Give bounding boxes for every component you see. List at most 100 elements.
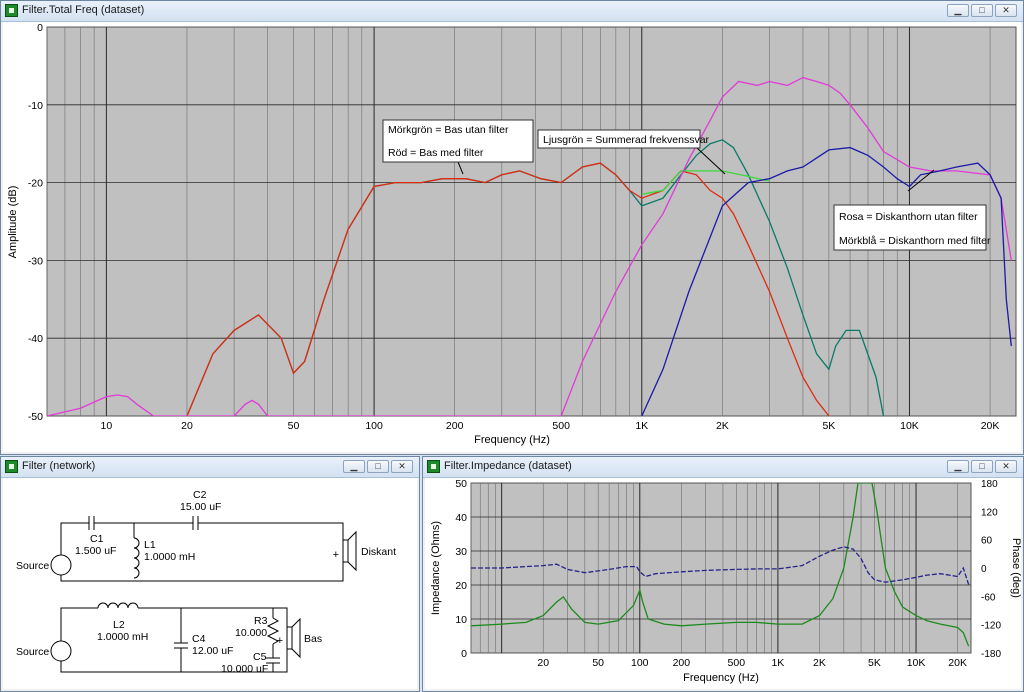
y-tick-label: -10: [28, 100, 43, 112]
window-title: Filter.Total Freq (dataset): [22, 4, 145, 16]
minimize-icon: ▁: [954, 461, 962, 471]
series-line-2: [641, 170, 770, 195]
x-tick-label: 2K: [716, 420, 729, 432]
maximize-button[interactable]: □: [367, 460, 389, 473]
x-tick-labels: 20 50 100 200 500 1K 2K 5K 10K 20K: [537, 657, 967, 669]
r3-name: R3: [254, 615, 268, 627]
maximize-icon: □: [979, 5, 985, 15]
l2-value: 1.0000 mH: [97, 631, 148, 643]
dataset-window-icon: [427, 460, 440, 473]
x-tick-label: 500: [728, 657, 746, 669]
y2-tick-label: -120: [981, 621, 1001, 632]
minimize-button[interactable]: ▁: [343, 460, 365, 473]
y-tick-label: -50: [28, 411, 43, 423]
source-top-label: Source: [16, 560, 49, 572]
y2-axis-label: Phase (deg): [1010, 538, 1021, 598]
maximize-button[interactable]: □: [971, 460, 993, 473]
y2-tick-label: 0: [981, 564, 987, 575]
l2-name: L2: [113, 619, 125, 631]
x-tick-label: 5K: [822, 420, 835, 432]
y-tick-labels: 50 40 30 20 10 0: [455, 478, 467, 660]
y-tick-labels: 0 -10 -20 -30 -40 -50: [28, 22, 43, 423]
x-tick-label: 200: [446, 420, 464, 432]
c2-value: 15.00 uF: [180, 501, 221, 513]
y2-tick-labels: 180 120 60 0 -60 -120 -180: [981, 479, 1001, 660]
title-bar[interactable]: Filter (network) ▁ □ ✕: [1, 457, 419, 478]
annotation-horn: Rosa = Diskanthorn utan filter Mörkblå =…: [833, 169, 991, 251]
y-tick-label: 0: [37, 22, 43, 34]
x-tick-labels: 10 20 50 100 200 500 1K 2K 5K 10K 20K: [101, 420, 1000, 432]
minimize-button[interactable]: ▁: [947, 4, 969, 17]
y2-tick-label: 180: [981, 479, 998, 490]
window-title: Filter (network): [22, 460, 96, 472]
x-tick-label: 20: [181, 420, 193, 432]
c5-value: 10.000 uF: [221, 663, 268, 675]
x-tick-label: 500: [552, 420, 570, 432]
l1-name: L1: [144, 539, 156, 551]
x-tick-label: 5K: [868, 657, 881, 669]
close-icon: ✕: [1002, 461, 1010, 471]
minimize-icon: ▁: [350, 461, 358, 471]
x-tick-label: 50: [288, 420, 300, 432]
x-tick-label: 100: [631, 657, 649, 669]
y2-tick-label: -60: [981, 592, 996, 603]
woofer-label: Bas: [304, 633, 322, 645]
y2-tick-label: -180: [981, 649, 1001, 660]
annotation-bass-filter: Röd = Bas med filter: [388, 147, 484, 159]
x-tick-label: 10K: [900, 420, 919, 432]
network-window: Filter (network) ▁ □ ✕: [0, 456, 420, 692]
x-axis-label: Frequency (Hz): [474, 434, 550, 446]
annotation-summed: Ljusgrön = Summerad frekvenssvar: [537, 129, 726, 175]
total-freq-chart[interactable]: 0-10-20-30-40-50 10 20 50 100 200 500 1K 2K 5K 10…: [3, 22, 1021, 452]
y-tick-label: 40: [455, 512, 467, 524]
close-button[interactable]: ✕: [995, 460, 1017, 473]
r3-value: 10.000: [235, 627, 267, 639]
series-line-4: [641, 146, 1012, 416]
window-title: Filter.Impedance (dataset): [444, 460, 572, 472]
title-bar[interactable]: Filter.Impedance (dataset) ▁ □ ✕: [423, 457, 1023, 478]
network-schematic[interactable]: C2 15.00 uF C1 1.500 uF L1 1.0000 mH Sou…: [3, 478, 417, 689]
title-bar[interactable]: Filter.Total Freq (dataset) ▁ □ ✕: [1, 1, 1023, 22]
tweeter-label: Diskant: [361, 546, 396, 558]
c4-value: 12.00 uF: [192, 645, 233, 657]
impedance-window: Filter.Impedance (dataset) ▁ □ ✕ 50 40 30 2…: [422, 456, 1024, 692]
y-tick-label: 10: [455, 614, 467, 626]
close-button[interactable]: ✕: [391, 460, 413, 473]
y-tick-label: -30: [28, 255, 43, 267]
annotation-bass: Mörkgrön = Bas utan filter Röd = Bas med…: [382, 119, 534, 175]
total-freq-window: Filter.Total Freq (dataset) ▁ □ ✕ 0 -10 -2…: [0, 0, 1024, 455]
maximize-button[interactable]: □: [971, 4, 993, 17]
annotation-summed-text: Ljusgrön = Summerad frekvenssvar: [543, 134, 710, 146]
series-lines: [47, 76, 1012, 416]
plot-area[interactable]: [470, 482, 972, 654]
plus-bottom: +: [277, 635, 283, 647]
x-tick-label: 10K: [907, 657, 926, 669]
x-tick-label: 50: [592, 657, 604, 669]
y-tick-label: 30: [455, 546, 467, 558]
network-window-icon: [5, 460, 18, 473]
series-line-1: [186, 162, 830, 416]
minimize-icon: ▁: [954, 5, 962, 15]
y-tick-label: -20: [28, 178, 43, 190]
dataset-window-icon: [5, 4, 18, 17]
c2-name: C2: [193, 489, 207, 501]
plus-top: +: [333, 549, 339, 561]
y-axis-label: Impedance (Ohms): [430, 521, 442, 615]
y2-tick-label: 120: [981, 507, 998, 518]
x-tick-label: 10: [101, 420, 113, 432]
y-tick-label: 50: [455, 478, 467, 490]
close-button[interactable]: ✕: [995, 4, 1017, 17]
minimize-button[interactable]: ▁: [947, 460, 969, 473]
annotation-horn-no-filter: Rosa = Diskanthorn utan filter: [839, 211, 978, 223]
x-tick-label: 2K: [813, 657, 826, 669]
close-icon: ✕: [1002, 5, 1010, 15]
x-tick-label: 1K: [635, 420, 648, 432]
grid-lines: [470, 483, 971, 653]
annotation-horn-filter: Mörkblå = Diskanthorn med filter: [839, 235, 991, 247]
x-tick-label: 1K: [771, 657, 784, 669]
x-tick-label: 20: [537, 657, 549, 669]
annotation-bass-no-filter: Mörkgrön = Bas utan filter: [388, 124, 509, 136]
x-tick-label: 100: [365, 420, 383, 432]
source-bottom-label: Source: [16, 646, 49, 658]
